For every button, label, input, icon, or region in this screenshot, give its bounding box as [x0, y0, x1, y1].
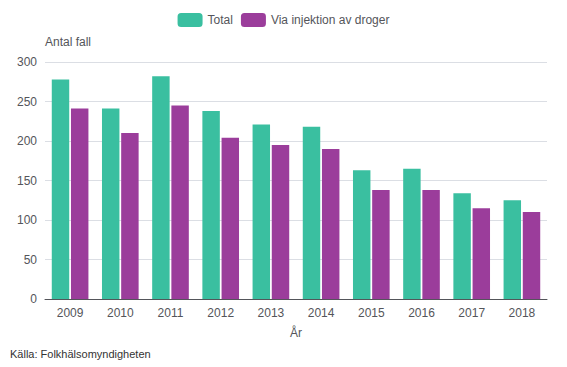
svg-text:0: 0: [30, 292, 37, 306]
svg-text:50: 50: [24, 253, 38, 267]
svg-text:2017: 2017: [458, 306, 485, 320]
svg-text:Via injektion av droger: Via injektion av droger: [271, 13, 390, 27]
svg-text:2013: 2013: [258, 306, 285, 320]
svg-text:2015: 2015: [358, 306, 385, 320]
svg-text:2016: 2016: [408, 306, 435, 320]
svg-text:2018: 2018: [509, 306, 536, 320]
svg-text:2011: 2011: [158, 306, 184, 320]
svg-text:200: 200: [17, 134, 37, 148]
svg-text:År: År: [290, 325, 302, 340]
svg-text:Källa: Folkhälsomyndigheten: Källa: Folkhälsomyndigheten: [10, 348, 151, 360]
svg-text:250: 250: [17, 95, 37, 109]
svg-text:2014: 2014: [308, 306, 335, 320]
svg-text:Total: Total: [208, 13, 233, 27]
svg-text:Antal fall: Antal fall: [45, 35, 91, 49]
svg-text:2010: 2010: [107, 306, 134, 320]
svg-text:100: 100: [17, 213, 37, 227]
svg-text:2009: 2009: [57, 306, 84, 320]
svg-text:300: 300: [17, 55, 37, 69]
svg-text:150: 150: [17, 174, 37, 188]
svg-text:2012: 2012: [207, 306, 234, 320]
